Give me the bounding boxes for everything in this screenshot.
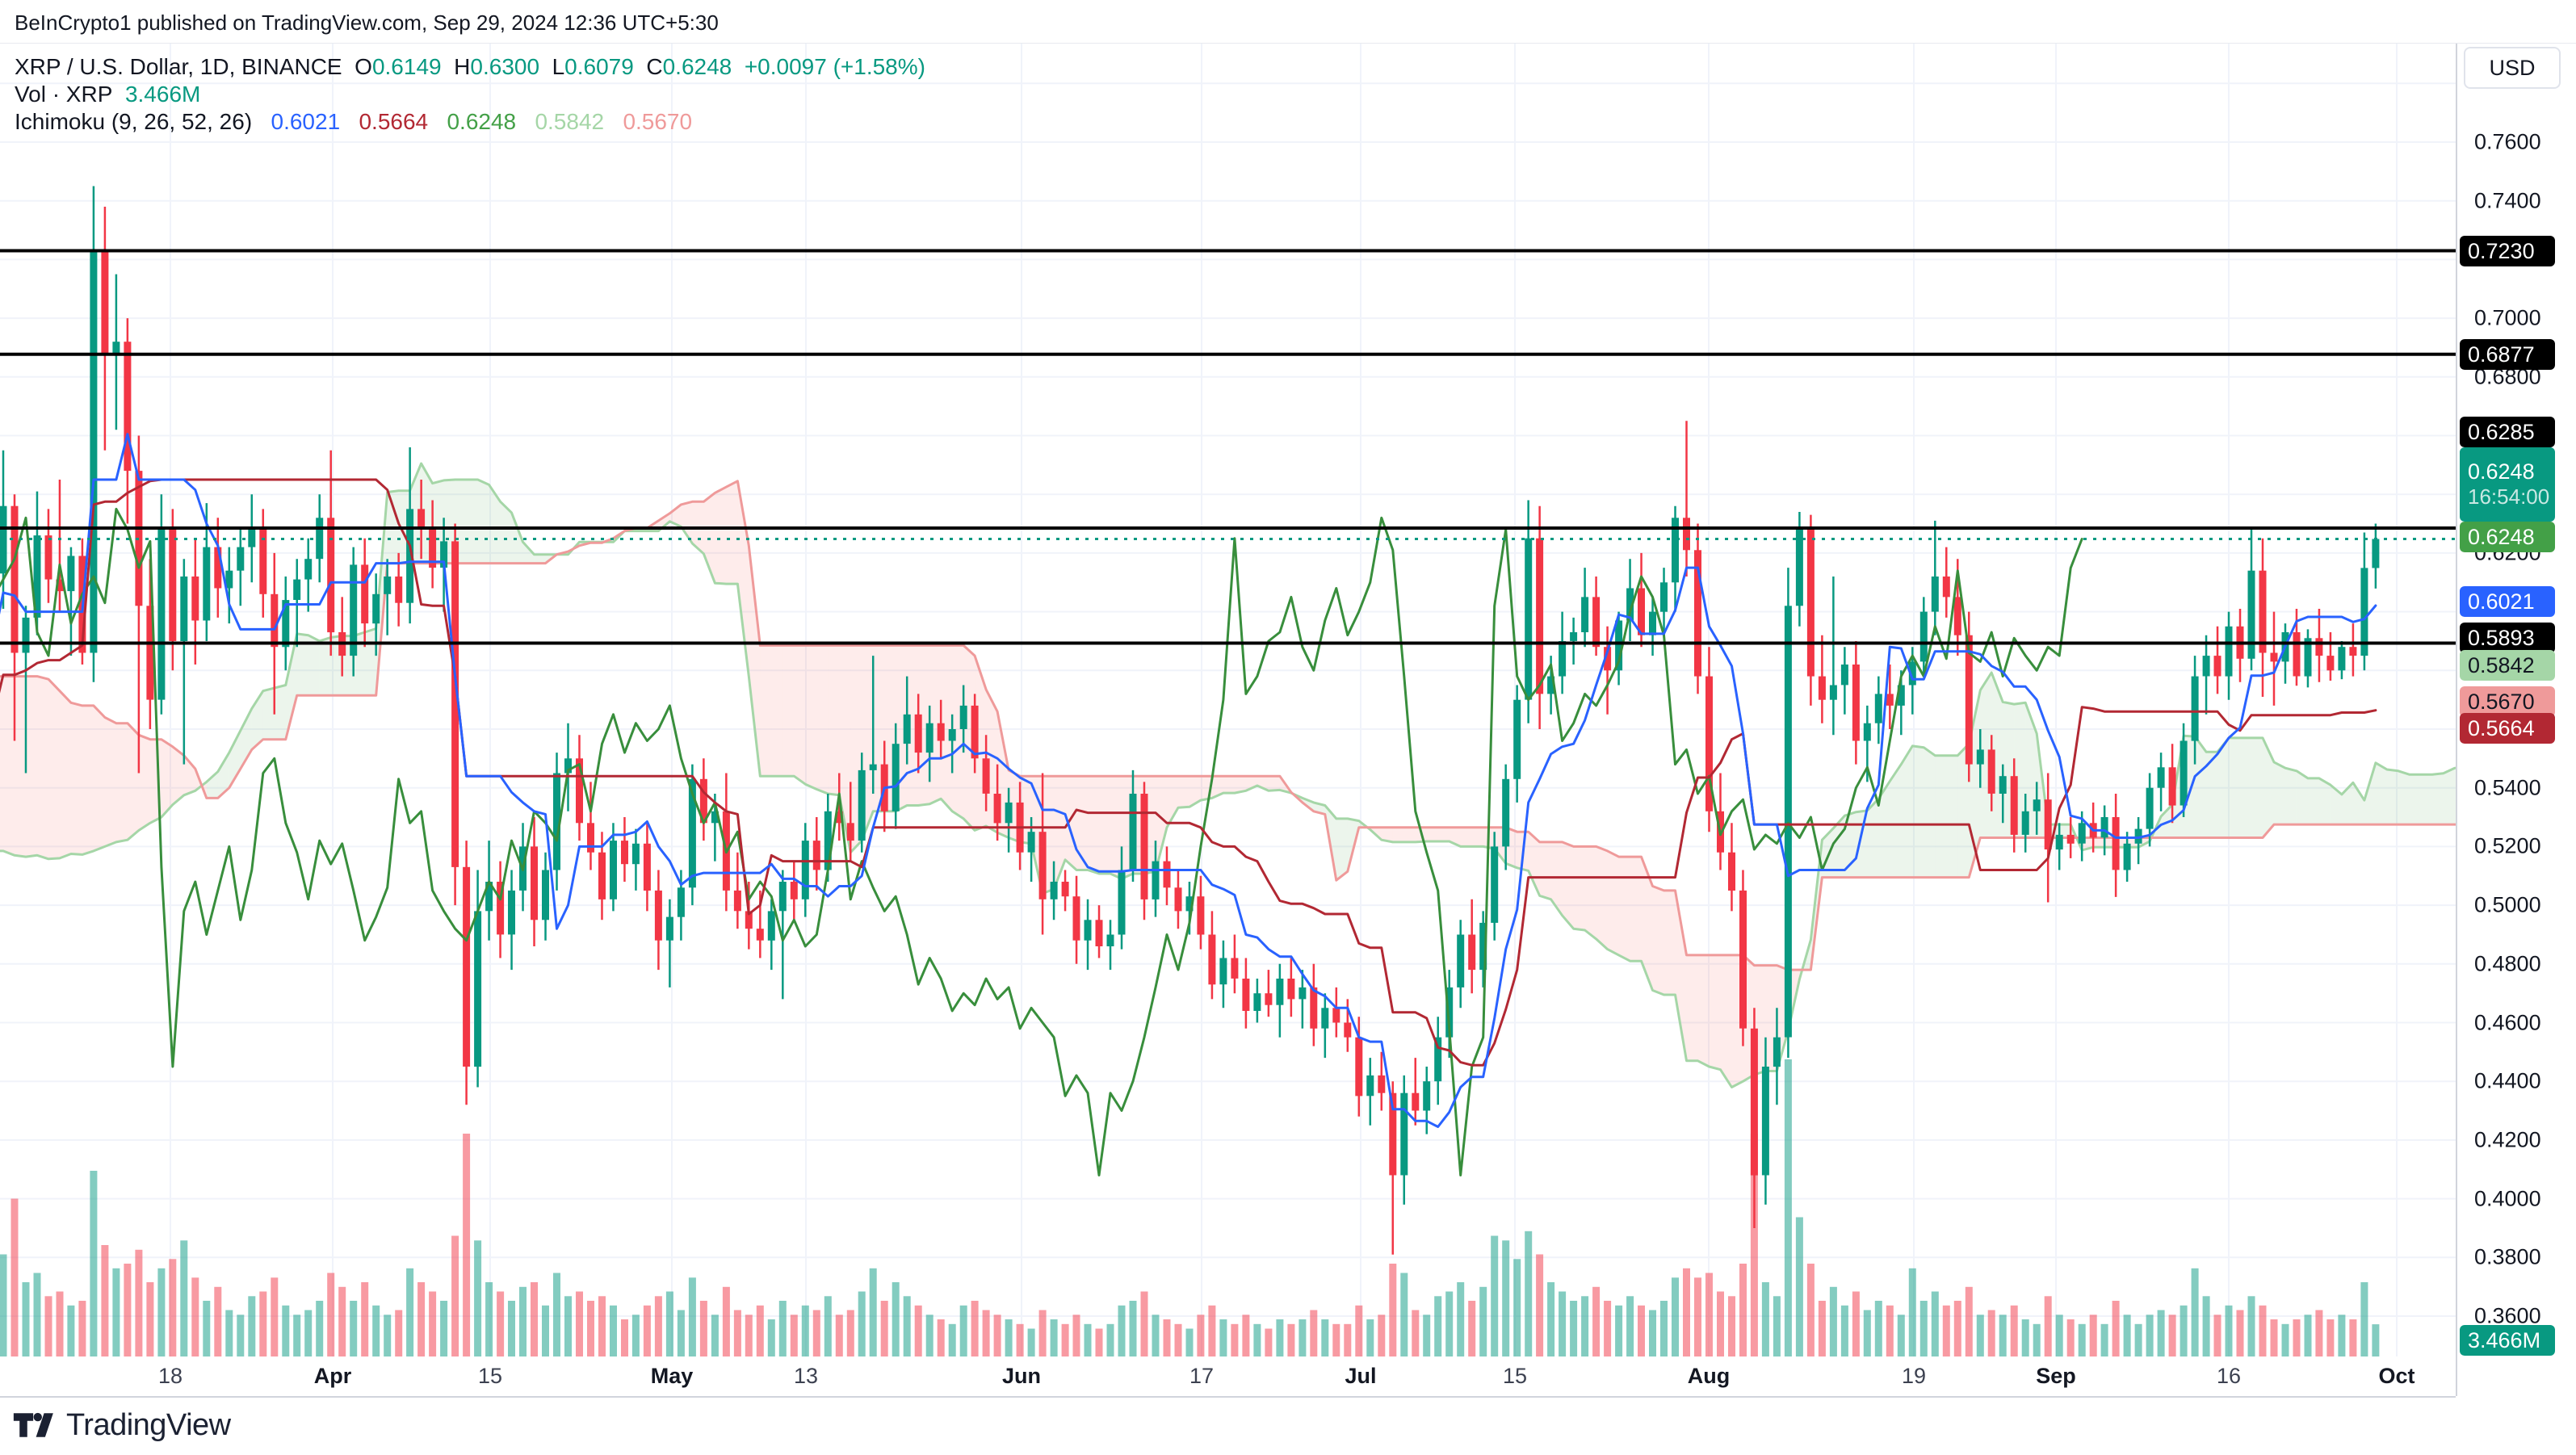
tradingview-logo-text: TradingView (66, 1407, 231, 1442)
high-label: H (454, 54, 471, 79)
price-axis-label: 0.4000 (2474, 1186, 2541, 1211)
price-level-badge: 3.466M (2460, 1325, 2555, 1356)
legend-volume-row: Vol · XRP 3.466M (15, 81, 925, 108)
volume-label[interactable]: Vol · XRP (15, 82, 113, 107)
close-value: 0.6248 (662, 54, 732, 79)
currency-toggle-button[interactable]: USD (2464, 47, 2561, 89)
time-axis-label: 15 (477, 1364, 503, 1388)
price-level-badge: 0.5664 (2460, 713, 2555, 744)
time-axis-label: Jun (1001, 1364, 1041, 1388)
close-label: C (646, 54, 663, 79)
time-axis[interactable]: 18 Apr 15 May 13 Jun 17 Jul 15 Aug 19 Sep 16 Oct (0, 1356, 2456, 1398)
price-axis-label: 0.3600 (2474, 1303, 2541, 1328)
price-axis-label: 0.4600 (2474, 1010, 2541, 1034)
ichimoku-label[interactable]: Ichimoku (9, 26, 52, 26) (15, 109, 253, 134)
volume-value: 3.466M (124, 82, 201, 107)
price-axis-label: 0.5000 (2474, 892, 2541, 917)
tradingview-logo-icon (13, 1412, 53, 1437)
footer-bar: TradingView (0, 1398, 2576, 1455)
price-axis-label: 0.4200 (2474, 1127, 2541, 1152)
price-axis-label: 0.7000 (2474, 305, 2541, 330)
price-axis[interactable]: USD 0.76000.74000.72000.70000.68000.6600… (2456, 0, 2576, 1396)
time-axis-label: Aug (1687, 1364, 1731, 1388)
tenkan-value: 0.6021 (271, 109, 341, 134)
price-level-badge: 0.6021 (2460, 586, 2555, 617)
price-level-badge: 0.6285 (2460, 417, 2555, 447)
price-level-badge: 0.5842 (2460, 650, 2555, 681)
price-level-badge: 0.6248 (2460, 522, 2555, 552)
price-level-badge: 0.5893 (2460, 623, 2555, 653)
price-axis-label: 0.4800 (2474, 951, 2541, 976)
time-axis-label: 18 (157, 1364, 183, 1388)
senkou-a-value: 0.5842 (535, 109, 605, 134)
legend-symbol-row: XRP / U.S. Dollar, 1D, BINANCE O0.6149 H… (15, 53, 925, 81)
time-axis-label: Apr (313, 1364, 352, 1388)
last-price-badge: 0.6248 16:54:00 (2460, 447, 2555, 522)
price-axis-label: 0.3800 (2474, 1244, 2541, 1269)
time-axis-label: 13 (793, 1364, 819, 1388)
low-label: L (552, 54, 565, 79)
price-axis-label: 0.5400 (2474, 775, 2541, 800)
tradingview-logo[interactable]: TradingView (13, 1407, 231, 1443)
open-label: O (355, 54, 372, 79)
price-level-badge: 0.6877 (2460, 339, 2555, 370)
chikou-value: 0.6248 (447, 109, 517, 134)
legend-ichimoku-row: Ichimoku (9, 26, 52, 26) 0.6021 0.5664 0… (15, 108, 925, 136)
attribution-bar: BeInCrypto1 published on TradingView.com… (0, 0, 2576, 44)
senkou-b-value: 0.5670 (623, 109, 693, 134)
high-value: 0.6300 (470, 54, 540, 79)
time-axis-label: 17 (1189, 1364, 1215, 1388)
price-level-badge: 0.5670 (2460, 686, 2555, 717)
kijun-value: 0.5664 (359, 109, 429, 134)
symbol-title[interactable]: XRP / U.S. Dollar, 1D, BINANCE (15, 54, 342, 79)
time-axis-label: Oct (2378, 1364, 2415, 1388)
legend-panel: XRP / U.S. Dollar, 1D, BINANCE O0.6149 H… (15, 53, 925, 136)
time-axis-label: Sep (2036, 1364, 2076, 1388)
price-axis-label: 0.7600 (2474, 129, 2541, 154)
low-value: 0.6079 (564, 54, 634, 79)
time-axis-label: 19 (1901, 1364, 1927, 1388)
time-axis-label: 15 (1502, 1364, 1528, 1388)
change-value: +0.0097 (+1.58%) (744, 54, 925, 79)
time-axis-label: 16 (2216, 1364, 2242, 1388)
attribution-text: BeInCrypto1 published on TradingView.com… (15, 10, 719, 35)
price-axis-label: 0.4400 (2474, 1068, 2541, 1093)
price-axis-label: 0.5200 (2474, 833, 2541, 858)
price-axis-label: 0.7400 (2474, 188, 2541, 213)
price-level-badge: 0.7230 (2460, 236, 2555, 266)
price-chart-canvas[interactable] (0, 0, 2456, 1396)
open-value: 0.6149 (371, 54, 442, 79)
time-axis-label: Jul (1345, 1364, 1377, 1388)
time-axis-label: May (650, 1364, 694, 1388)
